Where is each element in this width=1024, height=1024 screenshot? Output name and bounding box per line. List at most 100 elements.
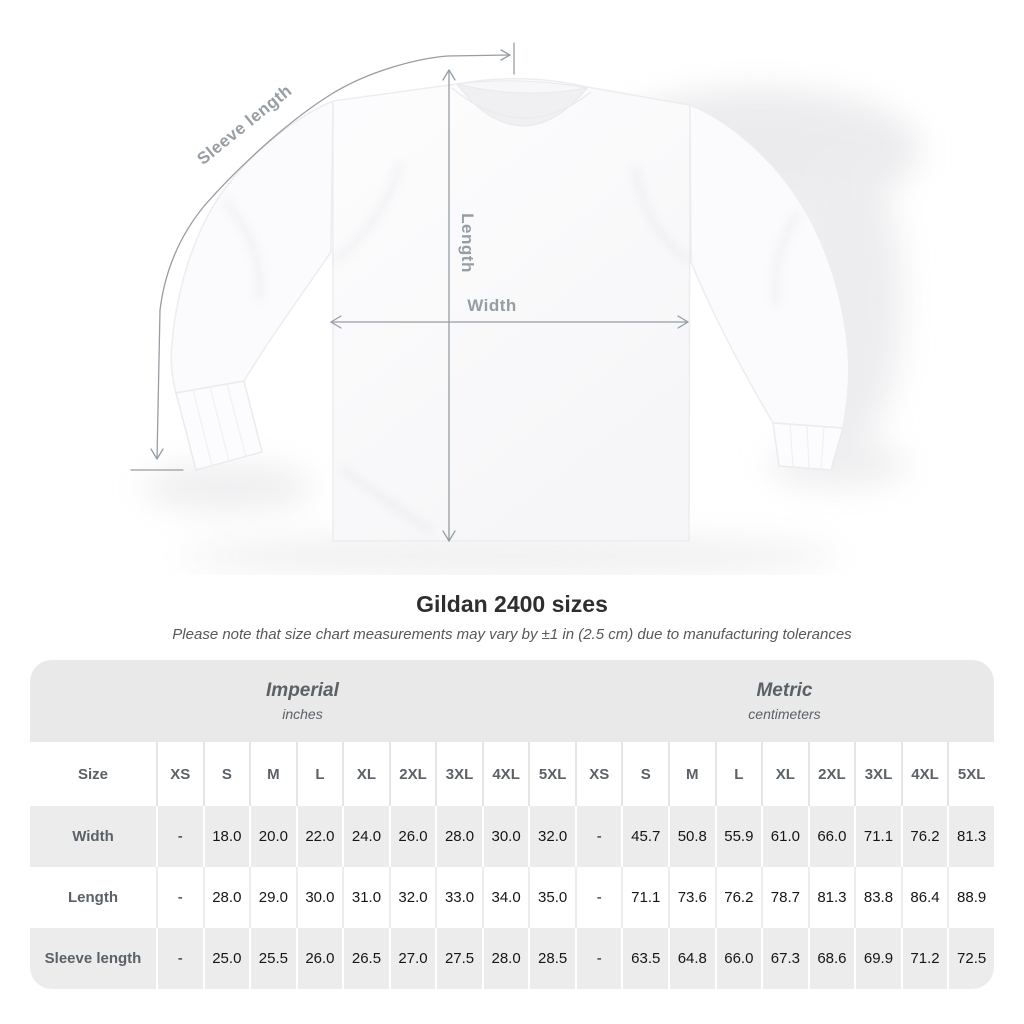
value-cell: 34.0 xyxy=(481,867,529,928)
value-cell: - xyxy=(574,867,622,928)
col-header-l-imperial: L xyxy=(295,742,343,806)
value-cell: 26.0 xyxy=(295,928,343,989)
col-header-xl-metric: XL xyxy=(761,742,808,806)
value-cell: 28.5 xyxy=(528,928,575,989)
page-title: Gildan 2400 sizes xyxy=(416,591,608,617)
value-cell: 61.0 xyxy=(761,806,808,867)
row-length: Length -28.0 29.0 30.0 31.0 32.0 33.0 34.0 35.0-… xyxy=(30,867,994,928)
value-cell: 32.0 xyxy=(528,806,575,867)
col-header-5xl-imperial: 5XL xyxy=(528,742,575,806)
shirt-right-sleeve xyxy=(689,103,850,429)
value-cell: 88.9 xyxy=(947,867,994,928)
shirt-illustration xyxy=(170,77,850,542)
value-cell: - xyxy=(574,928,622,989)
value-cell: 63.5 xyxy=(621,928,669,989)
value-cell: 25.0 xyxy=(202,928,250,989)
value-cell: 18.0 xyxy=(202,806,250,867)
length-label: Length xyxy=(458,213,477,273)
shirt-measurement-diagram: Sleeve length Length Width xyxy=(130,42,920,575)
col-header-s-imperial: S xyxy=(202,742,250,806)
metric-group-unit: centimeters xyxy=(748,706,821,722)
imperial-group-unit: inches xyxy=(282,706,323,722)
value-cell: - xyxy=(156,806,203,867)
value-cell: 66.0 xyxy=(807,806,855,867)
value-cell: 71.1 xyxy=(854,806,901,867)
value-cell: 27.5 xyxy=(435,928,482,989)
value-cell: 28.0 xyxy=(435,806,482,867)
col-header-2xl-imperial: 2XL xyxy=(388,742,436,806)
value-cell: 64.8 xyxy=(668,928,715,989)
col-header-xs-imperial: XS xyxy=(156,742,203,806)
value-cell: 30.0 xyxy=(481,806,529,867)
value-cell: 25.5 xyxy=(249,928,296,989)
imperial-group-header: Imperial inches xyxy=(30,660,575,742)
row-width: Width -18.0 20.0 22.0 24.0 26.0 28.0 30.0 32.0-4… xyxy=(30,806,994,867)
col-header-4xl-metric: 4XL xyxy=(900,742,948,806)
value-cell: 30.0 xyxy=(295,867,343,928)
value-cell: 68.6 xyxy=(807,928,855,989)
value-cell: 76.2 xyxy=(714,867,762,928)
value-cell: 81.3 xyxy=(807,867,855,928)
value-cell: 76.2 xyxy=(900,806,948,867)
value-cell: 24.0 xyxy=(342,806,389,867)
value-cell: 73.6 xyxy=(668,867,715,928)
col-header-s-metric: S xyxy=(621,742,669,806)
shirt-collar-seam xyxy=(451,87,592,119)
shirt-body xyxy=(332,77,691,542)
shirt-left-cuff xyxy=(175,380,263,471)
value-cell: 86.4 xyxy=(900,867,948,928)
value-cell: 20.0 xyxy=(249,806,296,867)
unit-band-row: Imperial inches Metric centimeters xyxy=(30,660,994,742)
row-label: Width xyxy=(30,806,156,867)
value-cell: 71.2 xyxy=(900,928,948,989)
right-cuff-ribs xyxy=(789,423,825,470)
row-label: Length xyxy=(30,867,156,928)
value-cell: 28.0 xyxy=(202,867,250,928)
value-cell: 83.8 xyxy=(854,867,901,928)
value-cell: 55.9 xyxy=(714,806,762,867)
size-table-grid: Imperial inches Metric centimeters Size … xyxy=(30,660,994,989)
size-table: Imperial inches Metric centimeters Size … xyxy=(30,660,994,989)
value-cell: 31.0 xyxy=(342,867,389,928)
left-cuff-ribs xyxy=(192,383,247,467)
value-cell: 28.0 xyxy=(481,928,529,989)
metric-group-header: Metric centimeters xyxy=(574,660,994,742)
width-line: Width xyxy=(330,296,689,329)
value-cell: - xyxy=(156,928,203,989)
value-cell: 26.0 xyxy=(388,806,436,867)
metric-group-name: Metric xyxy=(756,680,813,701)
size-header-row: Size XS S M L XL 2XL 3XL 4XL 5XL XS S M L XL 2XL 3XL 4XL… xyxy=(30,742,994,806)
col-header-xs-metric: XS xyxy=(574,742,622,806)
value-cell: 50.8 xyxy=(668,806,715,867)
value-cell: 71.1 xyxy=(621,867,669,928)
value-cell: 81.3 xyxy=(947,806,994,867)
value-cell: - xyxy=(574,806,622,867)
col-header-m-imperial: M xyxy=(249,742,296,806)
col-header-2xl-metric: 2XL xyxy=(807,742,855,806)
row-sleeve-length: Sleeve length -25.0 25.5 26.0 26.5 27.0 27.5 28… xyxy=(30,928,994,989)
value-cell: 69.9 xyxy=(854,928,901,989)
shirt-diagram-svg: Sleeve length Length Width xyxy=(130,42,920,575)
value-cell: 66.0 xyxy=(714,928,762,989)
col-header-4xl-imperial: 4XL xyxy=(481,742,529,806)
value-cell: - xyxy=(156,867,203,928)
value-cell: 33.0 xyxy=(435,867,482,928)
value-cell: 32.0 xyxy=(388,867,436,928)
width-label: Width xyxy=(467,296,517,315)
length-line: Length xyxy=(442,69,477,542)
col-header-m-metric: M xyxy=(668,742,715,806)
shirt-collar-band xyxy=(456,80,588,94)
col-header-3xl-imperial: 3XL xyxy=(435,742,482,806)
fabric-creases xyxy=(222,161,801,535)
value-cell: 27.0 xyxy=(388,928,436,989)
size-column-header: Size xyxy=(30,742,156,806)
value-cell: 45.7 xyxy=(621,806,669,867)
value-cell: 22.0 xyxy=(295,806,343,867)
col-header-l-metric: L xyxy=(714,742,762,806)
col-header-5xl-metric: 5XL xyxy=(947,742,994,806)
imperial-group-name: Imperial xyxy=(266,680,339,701)
value-cell: 72.5 xyxy=(947,928,994,989)
col-header-xl-imperial: XL xyxy=(342,742,389,806)
value-cell: 29.0 xyxy=(249,867,296,928)
row-label: Sleeve length xyxy=(30,928,156,989)
